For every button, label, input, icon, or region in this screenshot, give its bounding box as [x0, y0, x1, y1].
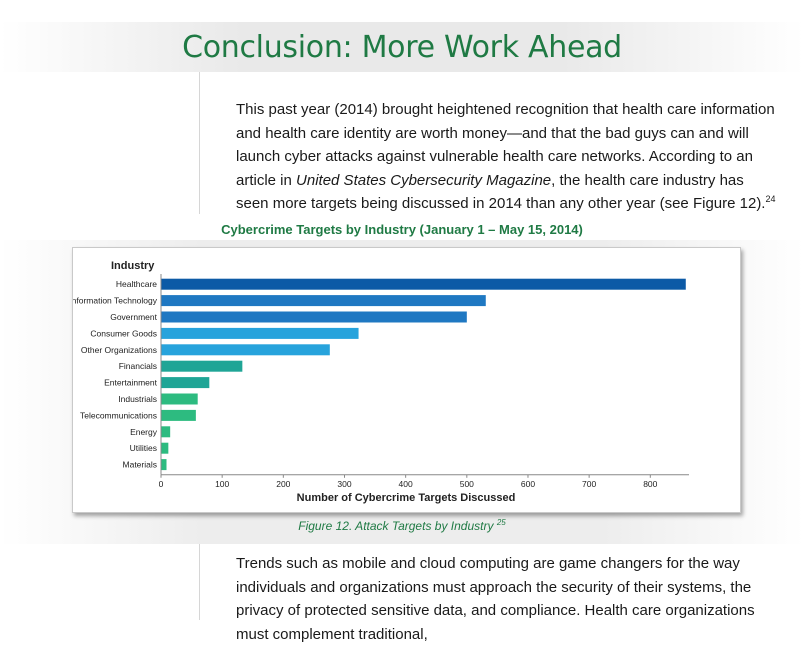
category-label: Utilities [130, 443, 157, 453]
x-tick-label: 500 [460, 479, 474, 489]
x-tick-label: 400 [399, 479, 413, 489]
chart-panel: Industry Healthcare Information Technology… [72, 247, 741, 513]
x-axis-title: Number of Cybercrime Targets Discussed [297, 492, 516, 504]
bar-telecommunications [161, 409, 196, 421]
bar-other-organizations [161, 344, 330, 356]
bar-utilities [161, 442, 169, 454]
figure-caption: Figure 12. Attack Targets by Industry 25 [0, 518, 804, 534]
footnote-ref-24: 24 [765, 194, 776, 204]
magazine-title: United States Cybersecurity Magazine [296, 171, 552, 189]
closing-paragraph: Trends such as mobile and cloud computin… [236, 555, 755, 643]
x-tick-label: 800 [643, 479, 657, 489]
intro-paragraph: This past year (2014) brought heightened… [236, 98, 776, 216]
bar-entertainment [161, 377, 210, 389]
page-title: Conclusion: More Work Ahead [182, 30, 622, 65]
footnote-ref-25: 25 [496, 518, 506, 527]
x-tick-label: 700 [582, 479, 596, 489]
x-tick-label: 200 [276, 479, 290, 489]
y-axis-title: Industry [111, 260, 155, 272]
bar-government [161, 311, 467, 323]
bar-materials [161, 459, 167, 471]
bar-healthcare [161, 278, 686, 290]
category-label: Government [110, 312, 157, 322]
category-label: Entertainment [104, 378, 158, 388]
bar-information-technology [161, 295, 486, 307]
category-label: Telecommunications [80, 410, 157, 420]
caption-text: Figure 12. Attack Targets by Industry [298, 519, 494, 533]
category-label: Other Organizations [81, 345, 157, 355]
bar-energy [161, 426, 171, 438]
category-label: Energy [130, 427, 158, 437]
bar-consumer-goods [161, 327, 359, 339]
intro-text-2: , the health care industry has seen more… [236, 171, 766, 213]
chart-title: Cybercrime Targets by Industry (January … [221, 222, 583, 237]
intro-text-1: This past year (2014) brought heightened… [236, 101, 775, 189]
x-tick-label: 300 [337, 479, 351, 489]
x-tick-label: 0 [159, 479, 164, 489]
x-tick-label: 100 [215, 479, 229, 489]
margin-rule-bottom [199, 544, 200, 620]
margin-rule-top [199, 72, 200, 214]
x-tick-label: 600 [521, 479, 535, 489]
category-label: Materials [123, 460, 157, 470]
category-label: Financials [119, 361, 157, 371]
title-band [0, 22, 804, 72]
category-label: Healthcare [116, 279, 157, 289]
category-label: Information Technology [73, 296, 158, 306]
category-label: Industrials [118, 394, 157, 404]
bar-chart: Industry Healthcare Information Technology… [73, 260, 689, 504]
category-label: Consumer Goods [90, 328, 157, 338]
bar-industrials [161, 393, 198, 405]
bar-financials [161, 360, 243, 372]
